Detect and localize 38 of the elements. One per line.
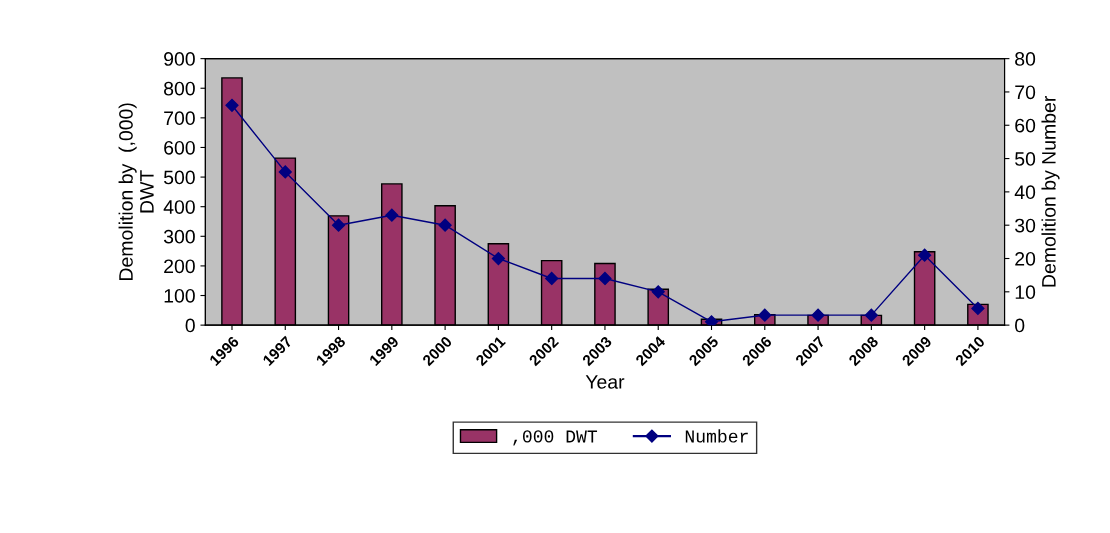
y2-tick-label: 30 — [1015, 218, 1036, 233]
point — [385, 208, 399, 222]
y-tick-label: 700 — [164, 111, 195, 126]
y2-tick-label: 50 — [1015, 152, 1036, 166]
y2-tick-label: 60 — [1015, 118, 1036, 133]
y2-tick-label: 20 — [1015, 251, 1036, 266]
y2-axis-title: Demolition by Number — [1041, 96, 1060, 287]
point — [918, 248, 932, 262]
point — [278, 165, 292, 179]
y-tick-label: 100 — [164, 288, 195, 303]
y-tick-label: 800 — [164, 81, 195, 96]
legend-label: Number — [685, 429, 748, 443]
y2-tick-label: 10 — [1015, 285, 1036, 300]
point — [758, 308, 772, 322]
y-tick-label: 200 — [164, 259, 195, 274]
y2-tick-label: 70 — [1015, 85, 1036, 100]
point — [864, 308, 878, 322]
point — [545, 271, 559, 286]
point — [811, 308, 825, 322]
y-tick-label: 600 — [164, 140, 195, 155]
y-tick-label: 500 — [163, 170, 195, 185]
y2-tick-label: 40 — [1014, 185, 1036, 200]
y-tick-label: 300 — [163, 229, 195, 244]
x-axis-title: Year — [585, 375, 625, 389]
legend-label: ,000 DWT — [513, 430, 598, 446]
point — [598, 271, 612, 286]
y-axis-title: Demolition by (,000) DWT — [118, 103, 154, 280]
point — [491, 251, 505, 266]
y2-tick-label: 0 — [1015, 318, 1025, 333]
y-tick-label: 900 — [164, 52, 195, 66]
point — [438, 218, 452, 232]
point — [225, 98, 239, 112]
point — [704, 315, 719, 326]
y-tick-label: 400 — [163, 200, 195, 214]
y2-tick-label: 80 — [1015, 52, 1036, 66]
point — [331, 218, 346, 232]
point — [651, 285, 665, 299]
y-tick-label: 0 — [185, 318, 195, 333]
